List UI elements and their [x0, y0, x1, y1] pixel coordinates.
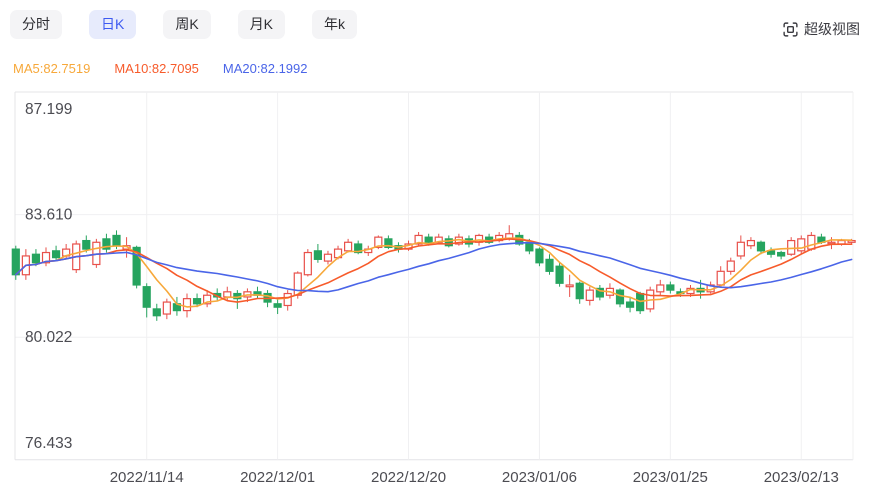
candle-body [756, 241, 766, 252]
x-tick-label: 2023/02/13 [764, 469, 839, 486]
candle-body [666, 284, 675, 291]
candle-body [344, 241, 353, 252]
candle-body [132, 246, 141, 286]
y-tick-label: 76.433 [25, 435, 72, 452]
candle-body [203, 294, 212, 305]
candle-body [777, 251, 786, 257]
candle-body [374, 236, 383, 249]
super-view-label: 超级视图 [804, 21, 860, 37]
ma20-line [15, 241, 853, 293]
candle-body [656, 284, 665, 293]
candle-body [273, 303, 282, 308]
candle-body [535, 248, 544, 264]
candle-body [41, 251, 51, 264]
candle-body [51, 250, 61, 259]
ma-legend-item: MA20:82.1992 [222, 61, 308, 76]
tab-yuek[interactable]: 月K [237, 10, 286, 39]
candle-body [192, 298, 202, 305]
candle-body [354, 243, 363, 254]
candle-body [313, 250, 322, 260]
x-tick-label: 2023/01/06 [502, 469, 577, 486]
grid-lines [14, 91, 854, 461]
x-tick-label: 2022/12/20 [371, 469, 446, 486]
candle-body [152, 308, 161, 317]
candle-body [595, 287, 604, 298]
super-view-button[interactable]: 超级视图 [783, 19, 860, 39]
candle-body [545, 258, 554, 272]
y-axis-labels: 87.199 83.610 80.022 76.433 [25, 101, 73, 452]
candle-body [102, 238, 111, 250]
y-tick-label: 80.022 [25, 329, 72, 346]
ma5-line [15, 237, 853, 308]
candle-body [787, 239, 796, 255]
ma10-line [15, 238, 853, 303]
tab-zhouk[interactable]: 周K [163, 10, 211, 39]
tab-fenshi[interactable]: 分时 [10, 10, 62, 39]
candle-body [182, 298, 192, 312]
candles-group [11, 225, 856, 321]
candle-body [736, 241, 745, 257]
candle-body [323, 253, 333, 262]
x-tick-label: 2022/11/14 [110, 469, 184, 486]
ma-legend: MA5:82.7519 MA10:82.7095 MA20:82.1992 [13, 61, 308, 76]
candle-body [31, 253, 41, 264]
candle-body [746, 239, 756, 247]
candle-body [283, 292, 292, 307]
candle-body [223, 291, 232, 298]
candle-body [11, 248, 20, 276]
candle-body [766, 250, 776, 255]
ma-legend-item: MA5:82.7519 [13, 61, 91, 76]
period-tabbar: 分时 日K 周K 月K 年k [10, 10, 358, 39]
candle-body [615, 289, 625, 305]
candle-body [625, 301, 635, 308]
candle-body [82, 239, 91, 250]
candle-body [112, 234, 121, 247]
candle-body [716, 270, 725, 286]
tab-niank[interactable]: 年k [312, 10, 358, 39]
candle-body [444, 238, 453, 247]
candle-body [797, 238, 806, 252]
candle-body [162, 301, 171, 315]
y-tick-label: 83.610 [25, 207, 73, 224]
super-view-icon [783, 21, 798, 37]
candle-body [414, 234, 423, 245]
y-tick-label: 87.199 [25, 101, 72, 118]
candle-body [726, 260, 735, 272]
candle-body [142, 286, 151, 308]
x-tick-label: 2023/01/25 [633, 469, 708, 486]
ma-legend-item: MA10:82.7095 [114, 61, 199, 76]
candle-body [424, 236, 433, 243]
candle-body [827, 241, 836, 245]
candle-body [565, 284, 574, 288]
candle-body [384, 238, 393, 249]
candle-body [575, 282, 584, 300]
x-axis-labels: 2022/11/14 2022/12/01 2022/12/20 2023/01/06… [110, 469, 839, 486]
candle-body [807, 234, 816, 250]
candle-body [555, 265, 564, 284]
tab-rik[interactable]: 日K [89, 10, 137, 39]
x-tick-label: 2022/12/01 [240, 469, 315, 486]
candle-body [585, 289, 594, 301]
candle-body [303, 251, 312, 276]
